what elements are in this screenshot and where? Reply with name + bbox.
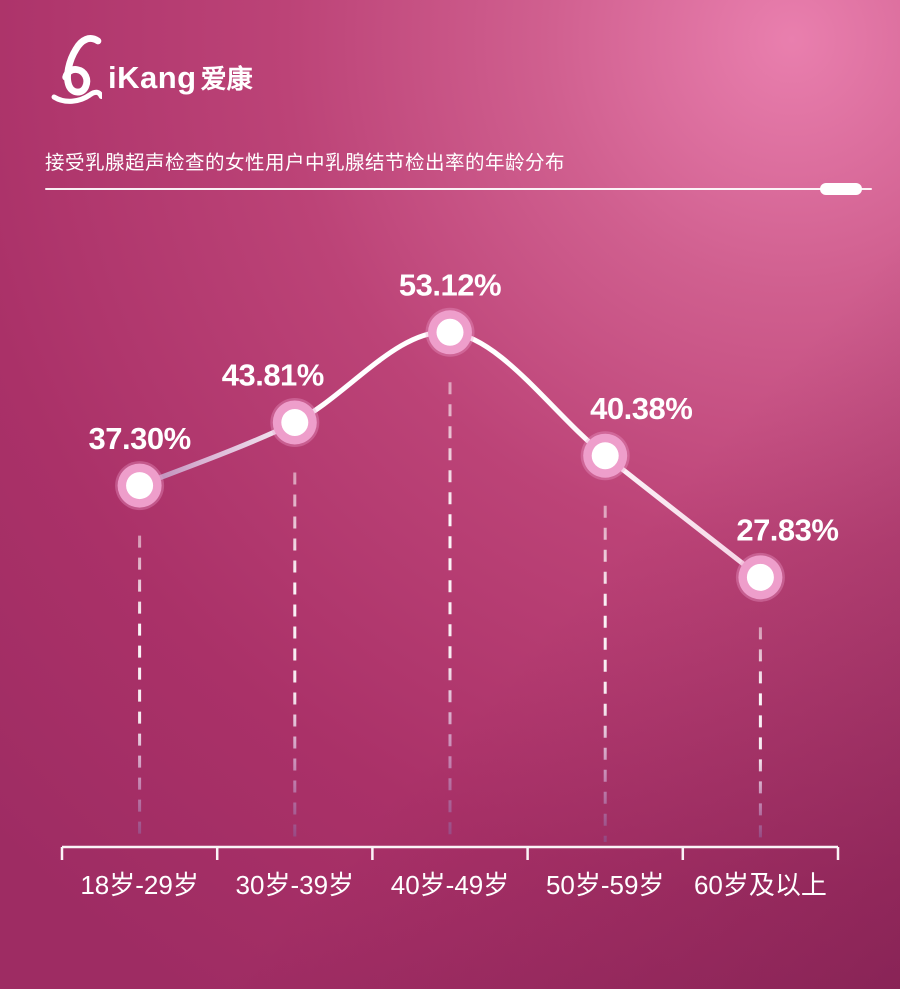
data-point-marker [425,307,475,357]
logo-text: iKang 爱康 [108,59,253,104]
data-point-marker [115,461,165,511]
title-underline [45,183,872,195]
ikang-logo: iKang 爱康 [50,34,253,104]
point-value-label: 27.83% [736,513,838,548]
point-value-label: 53.12% [399,267,501,302]
point-value-label: 37.30% [89,421,191,456]
page-title: 接受乳腺超声检查的女性用户中乳腺结节检出率的年龄分布 [45,152,566,174]
x-axis-label: 60岁及以上 [694,870,827,900]
x-axis [60,845,840,860]
x-axis-label: 40岁-49岁 [391,870,510,900]
logo-latin: iKang [108,60,197,95]
data-point-marker [270,397,320,447]
data-point-marker [580,431,630,481]
point-value-label: 40.38% [590,391,692,426]
logo-cn: 爱康 [200,64,253,94]
point-value-label: 43.81% [222,358,324,393]
x-axis-label: 30岁-39岁 [236,870,355,900]
underline-accent-bar [820,183,862,195]
data-point-marker [735,552,785,602]
x-axis-label: 18岁-29岁 [80,870,199,900]
x-axis-label: 50岁-59岁 [546,870,665,900]
pink-ribbon-icon [50,34,102,104]
